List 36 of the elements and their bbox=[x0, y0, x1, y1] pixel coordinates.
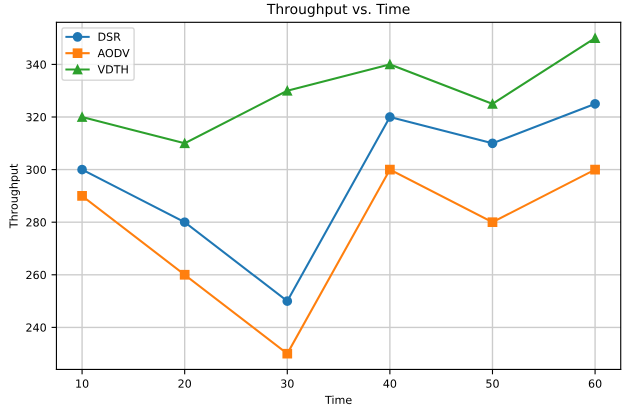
point bbox=[488, 98, 498, 109]
y-tick-label: 240 bbox=[26, 323, 46, 332]
point bbox=[590, 33, 600, 43]
point bbox=[282, 86, 292, 96]
x-axis-title: Time bbox=[324, 395, 352, 404]
y-axis-title: Throughput bbox=[9, 164, 20, 228]
legend-label: AODV bbox=[98, 48, 130, 58]
point bbox=[180, 217, 190, 228]
point bbox=[77, 112, 87, 122]
chart-title: Throughput vs. Time bbox=[266, 3, 410, 17]
y-tick-label: 280 bbox=[26, 218, 46, 227]
point bbox=[180, 270, 190, 280]
x-tick-label: 20 bbox=[178, 379, 192, 388]
point bbox=[180, 138, 190, 148]
point bbox=[282, 296, 292, 306]
y-tick-label: 320 bbox=[26, 112, 46, 122]
x-tick-label: 10 bbox=[76, 379, 88, 388]
x-tick-label: 50 bbox=[486, 379, 499, 388]
legend-label: VDTH bbox=[98, 65, 128, 74]
x-tick-label: 30 bbox=[281, 379, 294, 388]
point bbox=[77, 164, 87, 174]
y-tick-label: 300 bbox=[26, 166, 46, 174]
point bbox=[385, 60, 395, 70]
point bbox=[488, 217, 498, 228]
point bbox=[282, 348, 292, 359]
point bbox=[385, 112, 395, 122]
x-tick-label: 40 bbox=[383, 379, 396, 388]
point bbox=[590, 98, 600, 109]
point bbox=[385, 164, 395, 174]
point bbox=[590, 164, 600, 174]
point bbox=[77, 191, 87, 201]
legend-label: DSR bbox=[98, 32, 121, 41]
y-tick-label: 340 bbox=[26, 60, 46, 69]
point bbox=[488, 138, 498, 148]
x-tick-label: 60 bbox=[588, 379, 602, 388]
y-tick-label: 260 bbox=[26, 270, 46, 280]
